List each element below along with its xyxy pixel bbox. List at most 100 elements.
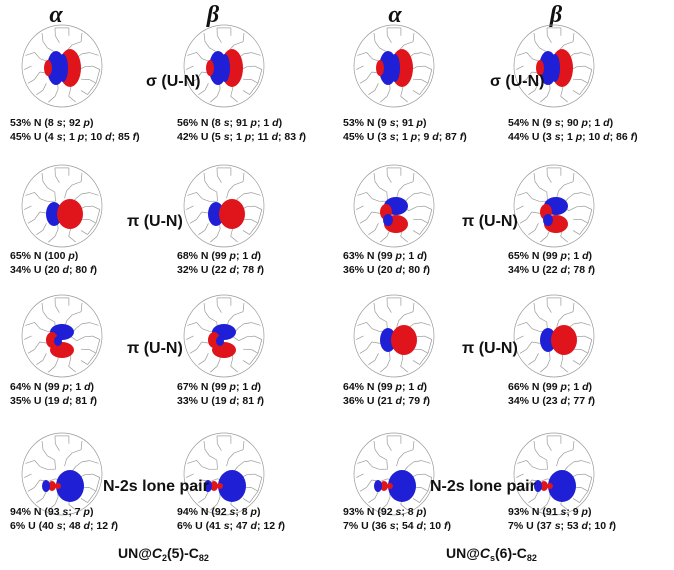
orbital-image-r4-c4 (510, 430, 598, 518)
sigma-lobe-small (376, 60, 384, 76)
orbital-letter: p (395, 250, 402, 262)
orbital-letter: f (256, 395, 261, 407)
composition-caption-r4-c3: 93% N (92 s; 8 p) 7% U (36 s; 54 d; 10 f) (343, 505, 451, 533)
orbital-letter: d (250, 520, 257, 532)
lone-pair-lobe (548, 470, 576, 502)
orbital-letter: f (89, 395, 94, 407)
uranium-contribution: 7% U (36 s; 54 d; 10 f) (343, 520, 451, 532)
orbital-letter: p (77, 131, 85, 143)
orbital-letter: d (432, 131, 439, 143)
orbital-letter: d (271, 131, 278, 143)
orbital-letter: p (229, 250, 236, 262)
nitrogen-contribution: 93% N (92 s; 8 p) (343, 506, 427, 518)
composition-caption-r1-c1: 53% N (8 s; 92 p) 45% U (4 s; 1 p; 10 d; … (10, 116, 140, 144)
nitrogen-contribution: 65% N (100 p) (10, 250, 79, 262)
orbital-letter: f (422, 264, 427, 276)
lone-pair-blue-small (534, 480, 542, 492)
orbital-letter: f (89, 264, 94, 276)
molecule-name-left: UN@C2(5)-C82 (118, 545, 209, 563)
orbital-letter: s (223, 117, 230, 129)
orbital-letter: f (608, 520, 613, 532)
orbital-letter: s (56, 131, 63, 143)
orbital-image-r1-c4 (510, 22, 598, 110)
orbital-letter: d (416, 520, 423, 532)
lone-pair-lobe (388, 470, 416, 502)
orbital-image-r2-c4 (510, 162, 598, 250)
orbital-letter: p (62, 381, 69, 393)
composition-caption-r4-c2: 94% N (92 s; 8 p) 6% U (41 s; 47 d; 12 f) (177, 505, 285, 533)
composition-caption-r1-c2: 56% N (8 s; 91 p; 1 d) 42% U (5 s; 1 p; 1… (177, 116, 306, 144)
orbital-letter: p (581, 117, 588, 129)
uranium-contribution: 33% U (19 d; 81 f) (177, 395, 264, 407)
mol-right-c: C (479, 545, 490, 561)
composition-caption-r3-c4: 66% N (99 p; 1 d) 34% U (23 d; 77 f) (508, 380, 595, 408)
orbital-letter: d (395, 264, 402, 276)
orbital-letter: f (459, 131, 464, 143)
lone-pair-red-small (387, 483, 393, 489)
uranium-contribution: 34% U (23 d; 77 f) (508, 395, 595, 407)
sigma-lobe-small (44, 60, 52, 76)
pi-lobe-red-bottom (50, 342, 74, 358)
uranium-contribution: 32% U (22 d; 78 f) (177, 264, 264, 276)
sigma-lobe-core (550, 54, 560, 82)
orbital-letter: p (560, 381, 567, 393)
sigma-lobe-small (206, 60, 214, 76)
uranium-contribution: 34% U (22 d; 78 f) (508, 264, 595, 276)
beta-header-right: β (549, 2, 563, 28)
uranium-contribution: 44% U (3 s; 1 p; 10 d; 86 f) (508, 131, 638, 143)
orbital-letter: f (132, 131, 137, 143)
composition-caption-r2-c4: 65% N (99 p; 1 d) 34% U (22 d; 78 f) (508, 249, 595, 277)
orbital-image-r2-c3 (350, 162, 438, 250)
orbital-letter: f (422, 395, 427, 407)
pi-lobe-blue (208, 202, 224, 226)
orbital-letter: p (410, 131, 418, 143)
lone-pair-red-small (55, 483, 61, 489)
orbital-letter: d (417, 381, 424, 393)
nitrogen-contribution: 67% N (99 p; 1 d) (177, 381, 262, 393)
mol-left-c: C (151, 545, 162, 561)
uranium-contribution: 45% U (4 s; 1 p; 10 d; 85 f) (10, 131, 140, 143)
uranium-contribution: 36% U (21 d; 79 f) (343, 395, 430, 407)
sigma-lobe-core (58, 54, 68, 82)
orbital-letter: p (83, 117, 90, 129)
orbital-letter: s (554, 131, 561, 143)
uranium-contribution: 6% U (40 s; 48 d; 12 f) (10, 520, 118, 532)
sigma-lobe-core (220, 54, 230, 82)
orbital-image-r3-c3 (350, 292, 438, 380)
orbital-letter: f (299, 131, 303, 143)
orbital-image-r4-c3 (350, 430, 438, 518)
composition-caption-r2-c2: 68% N (99 p; 1 d) 32% U (22 d; 78 f) (177, 249, 264, 277)
orbital-letter: s (62, 506, 69, 518)
orbital-letter: s (389, 520, 396, 532)
orbital-letter: d (62, 264, 69, 276)
orbital-letter: p (560, 250, 567, 262)
nitrogen-contribution: 63% N (99 p; 1 d) (343, 250, 428, 262)
orbital-letter: f (630, 131, 635, 143)
pi-lobe-red (551, 325, 577, 355)
uranium-contribution: 42% U (5 s; 1 p; 11 d; 83 f) (177, 131, 306, 143)
lone-pair-red (380, 481, 388, 491)
orbital-image-r3-c4 (510, 292, 598, 380)
composition-caption-r2-c1: 65% N (100 p) 34% U (20 d; 80 f) (10, 249, 97, 277)
orbital-letter: p (244, 131, 252, 143)
lone-pair-red-small (547, 483, 553, 489)
alpha-header-right: α (388, 2, 402, 28)
orbital-letter: d (272, 117, 279, 129)
pi-lobe-blue-small (543, 214, 553, 226)
nitrogen-contribution: 53% N (9 s; 91 p) (343, 117, 427, 129)
orbital-letter: p (575, 131, 583, 143)
lone-pair-blue-small (42, 480, 50, 492)
pi-lobe-red (57, 199, 83, 229)
orbital-letter: d (229, 264, 236, 276)
orbital-letter: s (56, 520, 63, 532)
pi-lobe-blue (46, 202, 62, 226)
orbital-letter: d (603, 117, 610, 129)
pi-lobe-blue-small (54, 336, 62, 346)
orbital-letter: p (83, 506, 90, 518)
orbital-letter: s (389, 117, 396, 129)
orbital-letter: s (554, 117, 561, 129)
molecule-name-right: UN@Cs(6)-C82 (446, 545, 537, 563)
orbital-letter: s (560, 506, 567, 518)
composition-caption-r3-c1: 64% N (99 p; 1 d) 35% U (19 d; 81 f) (10, 380, 97, 408)
orbital-letter: p (416, 117, 423, 129)
